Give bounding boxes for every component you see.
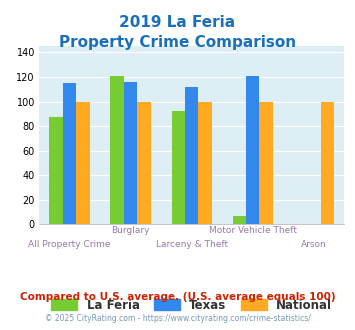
Bar — [63, 83, 76, 224]
Bar — [137, 102, 151, 224]
Bar — [198, 102, 212, 224]
Text: Property Crime Comparison: Property Crime Comparison — [59, 35, 296, 50]
Bar — [49, 117, 63, 224]
Bar — [110, 76, 124, 224]
Text: All Property Crime: All Property Crime — [28, 240, 111, 248]
Text: Compared to U.S. average. (U.S. average equals 100): Compared to U.S. average. (U.S. average … — [20, 292, 335, 302]
Text: Burglary: Burglary — [111, 226, 150, 235]
Text: © 2025 CityRating.com - https://www.cityrating.com/crime-statistics/: © 2025 CityRating.com - https://www.city… — [45, 314, 310, 323]
Text: Larceny & Theft: Larceny & Theft — [155, 240, 228, 248]
Text: 2019 La Feria: 2019 La Feria — [119, 15, 236, 30]
Text: Arson: Arson — [301, 240, 327, 248]
Bar — [124, 82, 137, 224]
Bar — [233, 216, 246, 224]
Bar — [246, 76, 260, 224]
Bar — [185, 87, 198, 224]
Bar — [321, 102, 334, 224]
Legend: La Feria, Texas, National: La Feria, Texas, National — [47, 294, 337, 316]
Bar — [76, 102, 90, 224]
Bar — [171, 111, 185, 224]
Text: Motor Vehicle Theft: Motor Vehicle Theft — [209, 226, 297, 235]
Bar — [260, 102, 273, 224]
